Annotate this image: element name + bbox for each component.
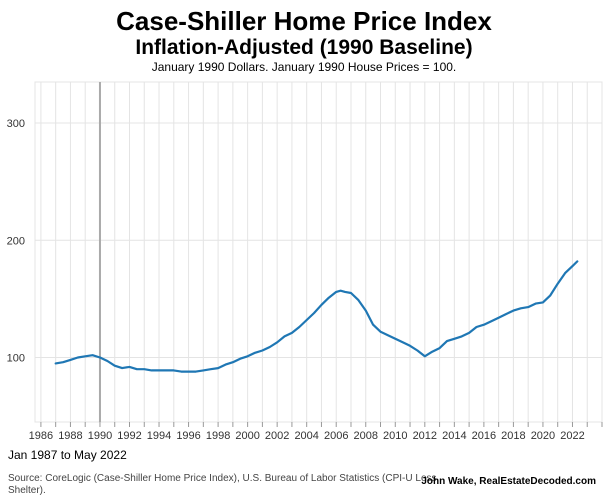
plot-frame [34,81,603,423]
x-tick-label: 2022 [560,430,584,442]
y-tick-labels: 100 200 300 [7,118,25,364]
x-tick-label: 2010 [383,430,407,442]
x-tick-label: 2006 [324,430,348,442]
series-line [54,260,579,373]
x-tick-label: 2018 [501,430,525,442]
author-credit: John Wake, RealEstateDecoded.com [421,476,596,487]
y-tick-label: 300 [7,118,25,130]
x-tick-label: 2002 [265,430,289,442]
source-note: Source: CoreLogic (Case-Shiller Home Pri… [8,473,437,496]
x-tick-label: 2008 [354,430,378,442]
y-tick-label: 100 [7,353,25,365]
grid-lines [34,81,603,423]
x-tick-label: 2014 [442,430,466,442]
date-range-label: Jan 1987 to May 2022 [8,448,127,462]
x-tick-label: 2000 [235,430,259,442]
x-tick-label: 2020 [531,430,555,442]
x-tick-label: 1988 [58,430,82,442]
x-tick-label: 2004 [294,430,318,442]
series-layer [54,260,579,373]
y-tick-label: 200 [7,235,25,247]
x-tick-label: 2012 [413,430,437,442]
x-tick-label: 1998 [206,430,230,442]
x-tick-label: 1986 [29,430,53,442]
x-tick-label: 1990 [88,430,112,442]
x-tick-label: 2016 [472,430,496,442]
x-tick-label: 1992 [117,430,141,442]
x-tick-label: 1994 [147,430,171,442]
x-tick-label: 1996 [176,430,200,442]
chart-subtitle: Inflation-Adjusted (1990 Baseline) [135,36,473,59]
chart-title: Case-Shiller Home Price Index [116,6,492,36]
x-tick-labels: 1986 1988 1990 1992 1994 1996 1998 2000 2002 2004… [29,422,603,442]
chart-note: January 1990 Dollars. January 1990 House… [151,60,457,74]
